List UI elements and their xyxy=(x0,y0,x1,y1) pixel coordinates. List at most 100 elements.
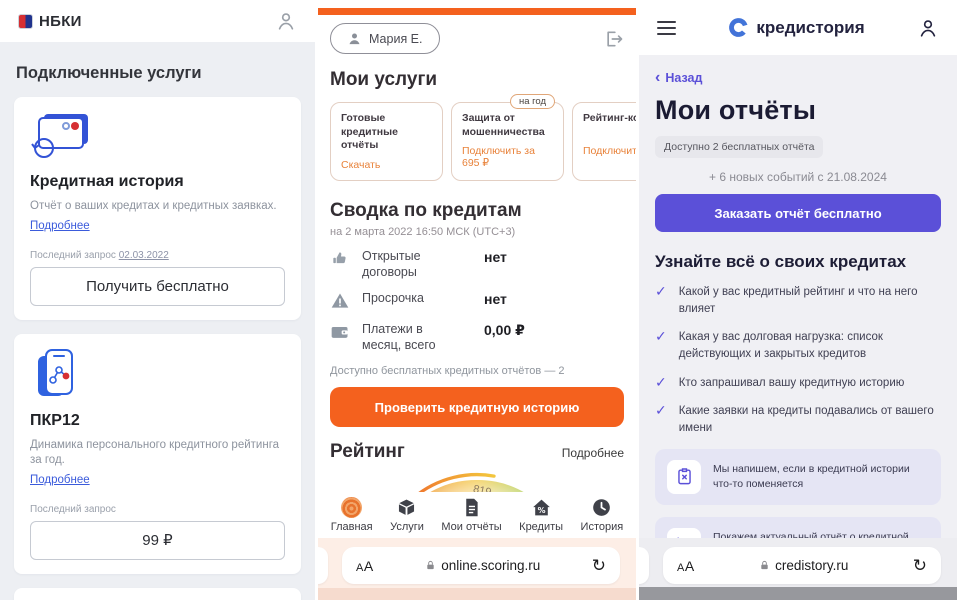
check-icon: ✓ xyxy=(655,328,667,345)
back-link[interactable]: ‹ Назад xyxy=(655,70,702,86)
reader-label: А xyxy=(363,557,374,574)
last-request-label: Последний запрос xyxy=(30,249,116,261)
summary-label: Открытые договоры xyxy=(362,248,421,279)
section-title: Подключенные услуги xyxy=(16,64,202,82)
nbki-flag-icon xyxy=(18,13,33,29)
checklist-text: Какие заявки на кредиты подавались от ва… xyxy=(678,405,934,435)
house-percent-icon: % xyxy=(531,497,552,518)
service-card-reports[interactable]: Готовые кредитные отчёты Скачать xyxy=(330,102,443,181)
reader-button[interactable]: АА xyxy=(356,557,374,574)
summary-row-overdue: Просрочка нет xyxy=(330,291,624,311)
bottom-navigation: Главная Услуги Мои отчёты xyxy=(318,492,636,538)
cube-icon xyxy=(396,497,417,518)
home-indicator-area xyxy=(318,588,636,600)
address-bar[interactable]: АА online.scoring.ru ↻ xyxy=(342,547,620,584)
learn-title: Узнайте всё о своих кредитах xyxy=(655,252,907,271)
safari-bar-scoring: АА online.scoring.ru ↻ xyxy=(318,538,636,600)
url-field[interactable]: credistory.ru xyxy=(759,558,848,573)
reader-button[interactable]: АА xyxy=(677,557,695,574)
credistory-logo-text: кредистория xyxy=(756,17,865,37)
reload-icon[interactable]: ↻ xyxy=(591,555,606,575)
summary-label: Просрочка xyxy=(362,291,424,306)
profile-icon[interactable] xyxy=(275,10,297,32)
check-icon: ✓ xyxy=(655,402,667,419)
nav-label: Кредиты xyxy=(519,521,564,533)
phone-chart-icon xyxy=(30,348,285,400)
service-card-fraud[interactable]: на год Защита от мошенничества Подключит… xyxy=(451,94,564,181)
info-card-notify: Мы напишем, если в кредитной истории что… xyxy=(655,448,941,505)
service-title: Рейтинг-контр xyxy=(583,112,639,124)
summary-value: нет xyxy=(484,248,507,265)
summary-date: на 2 марта 2022 16:50 МСК (UTC+3) xyxy=(330,225,516,238)
service-card-rating-control[interactable]: Рейтинг-контр Подключить з xyxy=(572,102,639,181)
price-button[interactable]: 99 ₽ xyxy=(30,520,285,560)
nbki-logo: НБКИ xyxy=(18,13,82,30)
home-indicator-area xyxy=(639,587,957,600)
scoring-content: Мария Е. Мои услуги Готовые кредитные от… xyxy=(318,15,639,574)
summary-value: нет xyxy=(484,291,507,308)
credistory-body: ‹ Назад Мои отчёты Доступно 2 бесплатных… xyxy=(639,55,957,573)
service-card-pkr12: ПКР12 Динамика персонального кредитного … xyxy=(14,333,301,574)
summary-title: Сводка по кредитам xyxy=(330,199,522,221)
lock-icon xyxy=(427,560,434,570)
rating-title: Рейтинг xyxy=(330,441,405,463)
more-link[interactable]: Подробнее xyxy=(30,473,90,486)
order-report-button[interactable]: Заказать отчёт бесплатно xyxy=(655,194,941,232)
reader-label: А xyxy=(684,557,695,574)
lock-icon xyxy=(761,560,768,570)
warning-triangle-icon xyxy=(330,291,354,311)
nav-label: Главная xyxy=(330,521,373,533)
user-pill[interactable]: Мария Е. xyxy=(330,23,440,54)
nav-label: Мои отчёты xyxy=(441,521,502,533)
get-free-button[interactable]: Получить бесплатно xyxy=(30,266,285,306)
card-description: Отчёт о ваших кредитах и кредитных заявк… xyxy=(30,200,277,212)
last-request-date[interactable]: 02.03.2022 xyxy=(118,249,169,261)
thumbs-up-icon xyxy=(330,249,354,269)
reload-icon[interactable]: ↻ xyxy=(912,555,927,575)
page-title: Мои отчёты xyxy=(655,95,817,125)
check-icon: ✓ xyxy=(655,283,667,299)
summary-row-payments: Платежи в месяц, всего 0,00 ₽ xyxy=(330,322,624,353)
safari-bar-credistory: АА credistory.ru ↻ xyxy=(639,538,957,600)
url-field[interactable]: online.scoring.ru xyxy=(425,558,540,573)
last-request: Последний запрос 02.03.2022 xyxy=(30,250,285,261)
service-action-link[interactable]: Подключить з xyxy=(583,145,639,157)
svg-text:%: % xyxy=(537,506,545,515)
chevron-left-icon: ‹ xyxy=(655,69,661,86)
checklist-text: Какой у вас кредитный рейтинг и что на н… xyxy=(678,286,918,315)
service-action-link[interactable]: Скачать xyxy=(341,158,381,171)
services-title: Мои услуги xyxy=(330,69,438,90)
nav-history[interactable]: История xyxy=(581,497,623,533)
panel-scoring: Мария Е. Мои услуги Готовые кредитные от… xyxy=(318,0,639,600)
check-history-button[interactable]: Проверить кредитную историю xyxy=(330,387,624,428)
profile-icon[interactable] xyxy=(917,17,939,39)
credistory-header: кредистория xyxy=(639,0,957,55)
nav-reports[interactable]: Мои отчёты xyxy=(441,497,502,533)
back-label: Назад xyxy=(665,71,703,85)
rating-more-link[interactable]: Подробнее xyxy=(561,446,624,461)
nav-services[interactable]: Услуги xyxy=(390,497,424,533)
checklist-item: ✓ Кто запрашивал вашу кредитную историю xyxy=(655,374,941,392)
logout-icon[interactable] xyxy=(604,29,624,49)
previous-tab-fragment[interactable] xyxy=(639,547,649,584)
nav-home[interactable]: Главная xyxy=(331,497,373,533)
new-events-note: + 6 новых событий с 21.08.2024 xyxy=(709,170,887,184)
address-bar[interactable]: АА credistory.ru ↻ xyxy=(663,547,941,584)
checklist-text: Какая у вас долговая нагрузка: список де… xyxy=(678,331,883,361)
menu-icon[interactable] xyxy=(657,20,676,35)
credit-cards-refresh-icon xyxy=(30,111,285,161)
url-text: credistory.ru xyxy=(775,558,849,573)
wallet-icon xyxy=(330,322,354,342)
previous-tab-fragment[interactable] xyxy=(318,547,328,584)
last-request: Последний запрос xyxy=(30,504,285,515)
free-reports-note: Доступно бесплатных кредитных отчётов — … xyxy=(330,365,565,378)
nbki-logo-text: НБКИ xyxy=(39,12,82,30)
service-action-link[interactable]: Подключить за 695 ₽ xyxy=(462,145,535,170)
nav-credits[interactable]: % Кредиты xyxy=(519,497,563,533)
panel-nbki: НБКИ Подключенные услуги xyxy=(0,0,318,600)
checklist-item: ✓ Какой у вас кредитный рейтинг и что на… xyxy=(655,283,941,317)
more-link[interactable]: Подробнее xyxy=(30,219,90,232)
checklist-item: ✓ Какая у вас долговая нагрузка: список … xyxy=(655,329,941,362)
credistory-swirl-icon xyxy=(728,17,749,38)
service-title: Защита от мошенничества xyxy=(462,112,545,138)
